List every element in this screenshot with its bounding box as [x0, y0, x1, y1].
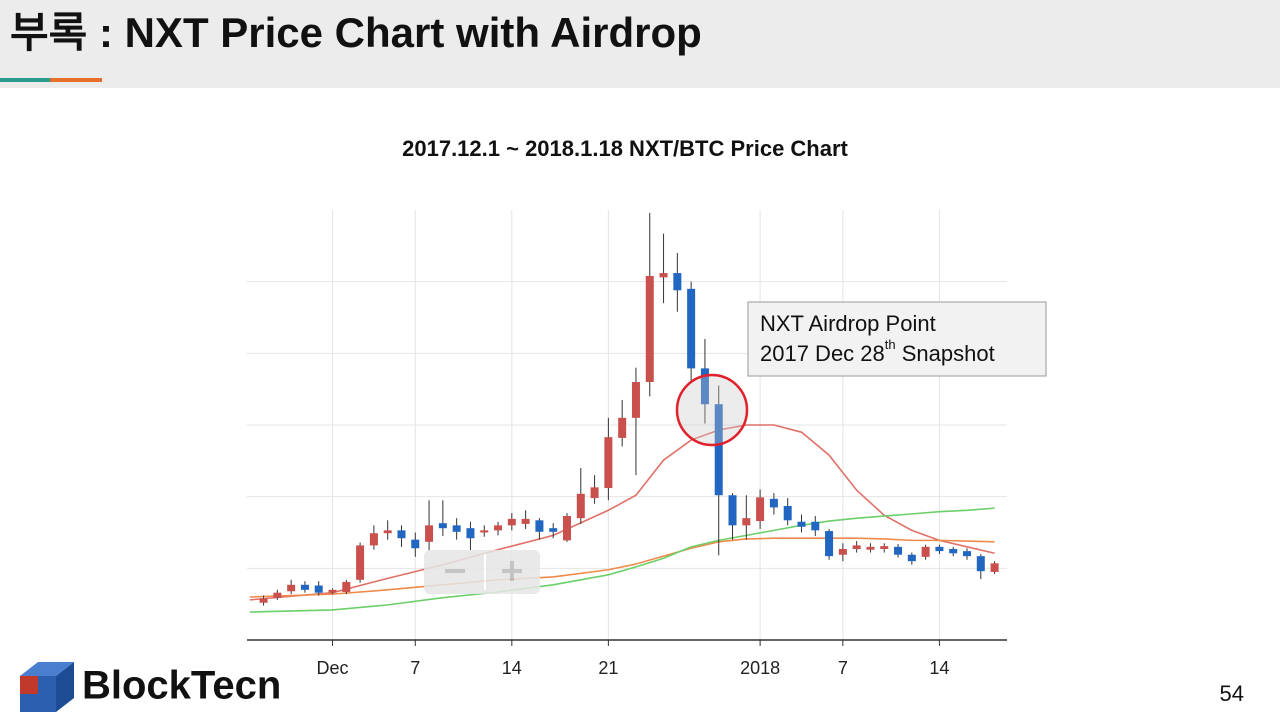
candle-body [700, 368, 709, 405]
x-tick-label: 21 [598, 658, 618, 678]
page-number: 54 [1220, 681, 1244, 706]
x-tick-label: 7 [838, 658, 848, 678]
candle-body [314, 585, 323, 593]
candle-body [328, 589, 337, 593]
accent-teal [0, 78, 50, 82]
candle-body [783, 505, 792, 521]
accent-orange [50, 78, 102, 82]
slide-title: 부록 : NXT Price Chart with Airdrop [10, 9, 702, 56]
header-band [0, 0, 1280, 88]
annotation-line1: NXT Airdrop Point [760, 311, 936, 336]
candle-body [300, 584, 309, 590]
candle-body [645, 275, 654, 382]
candle-body [549, 528, 558, 532]
candle-body [480, 530, 489, 533]
candle-body [521, 518, 530, 524]
zoom-out[interactable] [445, 569, 465, 573]
candle-body [342, 581, 351, 592]
airdrop-circle [675, 373, 749, 447]
candle-body [825, 531, 834, 557]
candle-body [811, 521, 820, 531]
candle-body [618, 417, 627, 438]
candle-body [714, 404, 723, 496]
candle-body [907, 554, 916, 562]
candle-body [438, 523, 447, 529]
annotation-text: 2017 Dec 28 [760, 341, 885, 366]
candle-body [507, 518, 516, 526]
candle-body [673, 273, 682, 291]
plot: Dec 7 14 21 2018 7 14 [247, 210, 1007, 678]
annotation-line2: 2017 Dec 28th Snapshot [760, 337, 995, 365]
candle-body [273, 592, 282, 598]
x-tick-label: Dec [317, 658, 349, 678]
candle-body [976, 556, 985, 572]
candle-body [259, 598, 268, 603]
candle-body [563, 516, 571, 541]
candle-body [659, 273, 668, 278]
candle-body [756, 497, 765, 522]
candle-body [852, 545, 861, 549]
x-tick-label: 7 [410, 658, 420, 678]
candle-body [369, 533, 378, 546]
x-tick-label: 14 [502, 658, 522, 678]
candle-body [866, 546, 875, 550]
x-tick-label: 14 [929, 658, 949, 678]
logo-icon [20, 662, 74, 712]
zoom-bg [424, 550, 540, 594]
candle-body [935, 546, 944, 552]
candle-body [397, 530, 406, 539]
candle-body [466, 528, 475, 539]
chart-title: 2017.12.1 ~ 2018.1.18 NXT/BTC Price Char… [402, 136, 848, 161]
candle-body [728, 495, 737, 526]
zoom-in[interactable] [510, 561, 514, 581]
candle-body [631, 382, 640, 418]
candle-body [576, 493, 585, 519]
candle-body [742, 518, 751, 526]
logo-text: BlockTecn [82, 664, 281, 708]
candle-body [687, 288, 696, 369]
candle-body [604, 437, 613, 489]
candle-body [797, 521, 806, 527]
candle-body [356, 545, 365, 580]
candle-body [590, 487, 599, 499]
candle-body [494, 525, 503, 531]
candle-body [425, 525, 434, 542]
annotation-box [747, 301, 1047, 377]
candle-body [287, 584, 296, 592]
candle-body [880, 546, 889, 549]
candle-body [383, 530, 392, 534]
candle-body [990, 563, 999, 572]
candle-body [769, 498, 778, 508]
candle-body [949, 548, 958, 554]
candle-body [894, 546, 903, 555]
candle-body [838, 548, 847, 555]
x-tick-label: 2018 [740, 658, 780, 678]
candle-body [963, 551, 971, 557]
candle-body [452, 525, 461, 532]
annotation-text: Snapshot [896, 341, 995, 366]
candle-body [411, 539, 420, 549]
candle-body [921, 546, 930, 557]
annotation-sup: th [885, 337, 896, 352]
zoom-controls [424, 550, 540, 594]
candle-body [535, 520, 544, 532]
